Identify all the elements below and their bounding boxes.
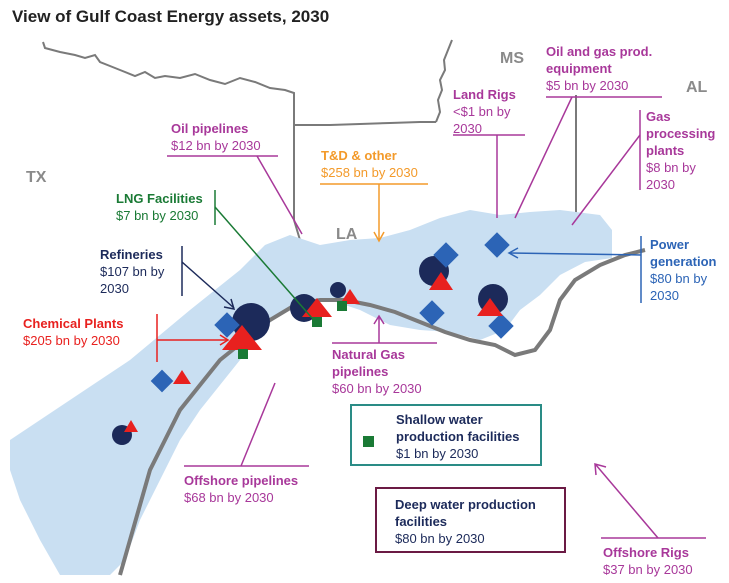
coastline (118, 248, 646, 576)
state-label-tx: TX (26, 169, 47, 186)
legend-value: $1 bn by 2030 (396, 446, 479, 461)
callout-name: equipment (546, 61, 612, 76)
lng-marker (337, 301, 347, 311)
callout-value: 2030 (100, 281, 129, 296)
chemical-plant-marker (124, 420, 138, 432)
callout-name: Oil pipelines (171, 121, 249, 136)
callout-value: $37 bn by 2030 (603, 562, 693, 577)
callout-gas-processing: Gas processing plants $8 bn by 2030 (646, 108, 715, 193)
legend-value: $80 bn by 2030 (395, 531, 485, 546)
coastal-region (10, 210, 612, 575)
callout-value: $5 bn by 2030 (546, 78, 629, 93)
callout-td-other: T&D & other $258 bn by 2030 (321, 147, 418, 181)
callout-name: Natural Gas (332, 347, 405, 362)
callout-value: $68 bn by 2030 (184, 490, 274, 505)
callout-power-generation: Power generation $80 bn by 2030 (650, 236, 716, 304)
callout-chemical-plants: Chemical Plants $205 bn by 2030 (23, 315, 123, 349)
callout-value: 2030 (453, 121, 482, 136)
power-plant-marker (488, 313, 514, 339)
power-plant-marker (484, 232, 510, 258)
chemical-plant-marker (302, 298, 332, 317)
callout-name: processing (646, 126, 716, 141)
callout-value: $258 bn by 2030 (321, 165, 418, 180)
legend-name: facilities (395, 514, 448, 529)
callout-offshore-rigs: Offshore Rigs $37 bn by 2030 (603, 544, 693, 578)
callout-value: $60 bn by 2030 (332, 381, 422, 396)
chemical-plant-marker (477, 298, 503, 316)
callout-value: <$1 bn by (453, 104, 511, 119)
legend-name: Shallow water (396, 412, 483, 427)
callout-name: Power (650, 237, 690, 252)
legend-name: production facilities (396, 429, 520, 444)
callout-name: Oil and gas prod. (546, 44, 653, 59)
callout-name: T&D & other (321, 148, 397, 163)
chemical-plant-marker (222, 325, 262, 350)
state-label-la: LA (336, 226, 358, 243)
map-title: View of Gulf Coast Energy assets, 2030 (12, 7, 330, 26)
legend-deep-water: Deep water production facilities $80 bn … (375, 487, 566, 553)
refinery-marker (330, 282, 346, 298)
callout-name: Chemical Plants (23, 316, 124, 331)
callout-name: Offshore Rigs (603, 545, 689, 560)
chemical-plant-marker (173, 370, 191, 384)
callout-value: 2030 (650, 288, 679, 303)
callout-land-rigs: Land Rigs <$1 bn by 2030 (453, 86, 516, 137)
la-north-border (294, 121, 436, 126)
chemical-plant-marker (429, 272, 453, 290)
callout-value: $7 bn by 2030 (116, 208, 199, 223)
callout-oil-pipelines: Oil pipelines $12 bn by 2030 (171, 120, 261, 154)
legend-text: Deep water production facilities $80 bn … (395, 496, 536, 547)
callout-lng: LNG Facilities $7 bn by 2030 (116, 190, 203, 224)
power-plant-marker (433, 242, 459, 268)
legend-text: Shallow water production facilities $1 b… (396, 411, 520, 462)
callout-name: plants (646, 143, 685, 158)
callout-og-equipment: Oil and gas prod. equipment $5 bn by 203… (546, 43, 652, 94)
callout-offshore-pipelines: Offshore pipelines $68 bn by 2030 (184, 472, 298, 506)
callout-name: Refineries (100, 247, 163, 262)
state-label-al: AL (686, 79, 708, 96)
power-plant-marker (419, 300, 445, 326)
legend-name: Deep water production (395, 497, 536, 512)
callout-value: 2030 (646, 177, 675, 192)
state-label-ms: MS (500, 50, 524, 67)
callout-name: Gas (646, 109, 671, 124)
callout-value: $12 bn by 2030 (171, 138, 261, 153)
callout-value: $8 bn by (646, 160, 696, 175)
callout-name: Offshore pipelines (184, 473, 299, 488)
callout-name: Land Rigs (453, 87, 516, 102)
callout-value: $205 bn by 2030 (23, 333, 120, 348)
tx-border (42, 41, 295, 220)
shallow-water-square-icon (363, 436, 374, 447)
callout-name: generation (650, 254, 717, 269)
chemical-plant-marker (340, 289, 360, 304)
lng-marker (312, 317, 322, 327)
callout-name: pipelines (332, 364, 389, 379)
legend-shallow-water: Shallow water production facilities $1 b… (350, 404, 542, 466)
power-plant-marker (214, 312, 240, 338)
callout-refineries: Refineries $107 bn by 2030 (100, 246, 164, 297)
callout-value: $107 bn by (100, 264, 165, 279)
callout-natural-gas-pipelines: Natural Gas pipelines $60 bn by 2030 (332, 346, 422, 397)
callout-value: $80 bn by (650, 271, 708, 286)
mississippi-river (435, 39, 453, 123)
lng-marker (238, 349, 248, 359)
callout-name: LNG Facilities (116, 191, 203, 206)
